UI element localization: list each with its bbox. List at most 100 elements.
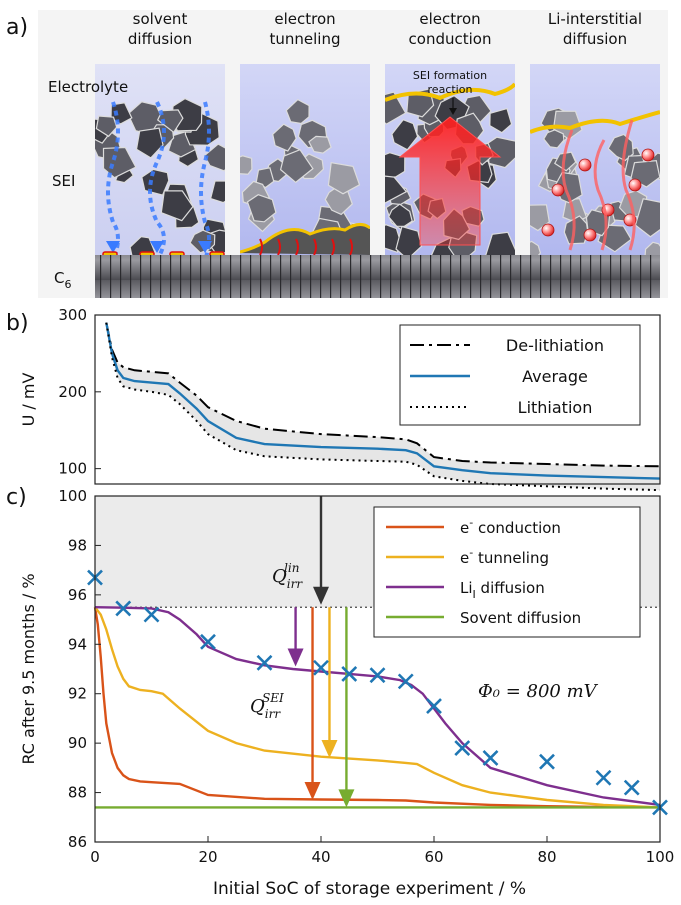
- sei-formation-surface: [385, 82, 515, 102]
- y-axis-label: U / mV: [19, 373, 38, 427]
- tunneling-arrow: [331, 238, 335, 255]
- solvent-arrowhead: [198, 241, 212, 253]
- tunneling-arrow-head: [321, 739, 338, 758]
- li-interstitial: [641, 148, 655, 162]
- tunneling-arrow: [313, 238, 317, 255]
- tunneling-arrow: [259, 238, 263, 255]
- sei-grain: [395, 225, 423, 255]
- solvent-arrowhead: [150, 241, 164, 253]
- data-point-marker: [595, 769, 612, 786]
- y-tick-label: 88: [68, 784, 87, 802]
- series-line: [94, 606, 661, 809]
- sei-grain: [129, 236, 157, 255]
- panel-b-voltage-chart: b) 100 200 300 U / mV De-lithiation Average Lit…: [6, 306, 661, 492]
- panel-b-label: b): [6, 311, 29, 336]
- sei-grain: [530, 204, 550, 232]
- data-point-marker: [256, 654, 273, 671]
- y-axis-label: RC after 9.5 months / %: [19, 573, 38, 764]
- data-point-marker: [426, 698, 442, 714]
- q-lin-arrow-head: [313, 586, 329, 605]
- sei-grain: [246, 194, 277, 223]
- y-tick-label: 86: [68, 833, 87, 851]
- legend-box: [373, 506, 641, 638]
- sei-grain: [485, 231, 515, 255]
- legend-label: e- tunneling: [460, 546, 549, 567]
- tunneling-arrow: [349, 238, 353, 255]
- data-point-marker: [341, 666, 358, 682]
- y-tick-label: 200: [58, 383, 87, 401]
- y-tick-label: 90: [68, 734, 87, 752]
- data-point-marker: [313, 659, 329, 676]
- sei-region: [240, 98, 370, 255]
- y-tick-label: 100: [58, 487, 87, 505]
- y-tick-label: 100: [58, 460, 87, 478]
- x-tick-label: 40: [311, 848, 330, 866]
- x-tick-label: 20: [198, 848, 217, 866]
- solvent-path: [106, 101, 120, 255]
- sei-grain: [279, 148, 314, 184]
- li-interstitial: [583, 228, 597, 242]
- y-tick-label: 98: [68, 536, 87, 554]
- mechanism-title: electron tunneling: [270, 10, 341, 48]
- sei-thin-film: [240, 225, 370, 255]
- solvent-arrow-head: [338, 789, 355, 808]
- y-tick-label: 92: [68, 685, 87, 703]
- tunneling-arrow: [277, 238, 281, 255]
- y-tick-label: 94: [68, 635, 87, 653]
- legend-label: Lithiation: [518, 398, 593, 417]
- data-point-marker: [623, 779, 640, 796]
- sei-grain: [141, 168, 170, 196]
- hysteresis-band: [106, 322, 661, 491]
- q-sei-annotation: QirrSEI: [250, 691, 284, 721]
- x-tick-label: 0: [90, 848, 100, 866]
- sei-grain: [110, 102, 133, 125]
- panel-a-schematic: solvent diffusion electron tunneling electro…: [6, 10, 668, 298]
- data-point-marker: [539, 753, 555, 770]
- li-diffusion-path: [561, 129, 576, 251]
- plot-frame: [94, 495, 661, 843]
- sei-grain: [385, 175, 408, 204]
- x-tick-label: 80: [537, 848, 556, 866]
- sei-grain: [272, 123, 297, 152]
- conduction-arrow-head: [304, 781, 321, 800]
- x-axis-label: Initial SoC of storage experiment / %: [213, 879, 526, 899]
- sei-product: [139, 251, 155, 255]
- data-point-marker: [482, 750, 499, 766]
- legend-label: Sovent diffusion: [460, 609, 581, 627]
- callout-arrowhead: [449, 108, 457, 115]
- li-interstitial: [628, 178, 642, 192]
- sei-grain: [391, 118, 419, 151]
- sei-product: [169, 251, 185, 255]
- legend-label: De-lithiation: [506, 336, 604, 355]
- mechanism-title: solvent diffusion: [128, 10, 192, 48]
- sei-grain: [554, 151, 577, 172]
- panel-c-capacity-chart: c) 86 88 90 92 94 96 98 100 0 20 40 60 80 100 RC after …: [6, 485, 674, 899]
- sei-grain: [543, 129, 565, 149]
- sei-region: [95, 97, 225, 255]
- sei-label: SEI: [52, 172, 75, 190]
- series-line: [93, 607, 661, 809]
- sei-grain: [135, 127, 164, 159]
- legend-label: Average: [522, 367, 588, 386]
- sei-grain: [102, 146, 137, 179]
- sei-grain: [634, 198, 660, 238]
- mechanism-column-1: solvent diffusion: [95, 10, 225, 255]
- data-point-marker: [200, 633, 216, 650]
- sei-region: [530, 107, 660, 255]
- series-line-de-lithiation: [105, 322, 661, 468]
- series-line-average: [105, 322, 661, 480]
- li-interstitial: [551, 183, 565, 197]
- legend: e- conduction e- tunneling LiI diffusion So…: [373, 506, 641, 638]
- panel-a-label: a): [6, 15, 28, 40]
- electron-conduction-arrow: [398, 116, 502, 246]
- sei-grain: [563, 215, 589, 245]
- data-point-marker: [143, 606, 160, 623]
- sei-region: [385, 82, 515, 255]
- sei-grain: [255, 167, 275, 189]
- mechanism-column-3: electron conduction SEI formation reaction: [385, 10, 515, 255]
- sei-grain: [489, 107, 513, 134]
- lii-arrow-head: [287, 648, 304, 667]
- sei-grain: [530, 240, 542, 255]
- data-point-marker: [369, 667, 386, 684]
